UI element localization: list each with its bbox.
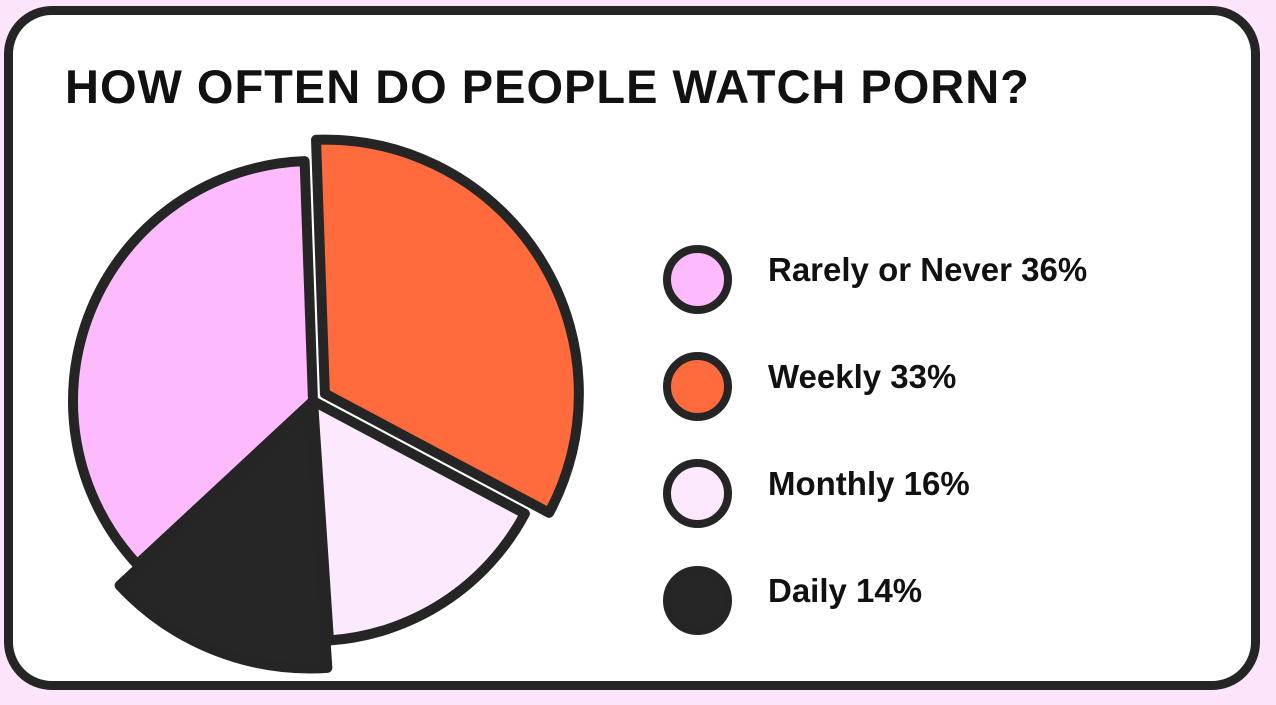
legend-label: Weekly 33% bbox=[768, 358, 957, 395]
legend-item-daily: Daily 14% bbox=[663, 566, 1087, 673]
pie-slices bbox=[68, 134, 584, 674]
legend-swatch bbox=[663, 566, 732, 635]
chart-card: HOW OFTEN DO PEOPLE WATCH PORN? Rarely o… bbox=[4, 6, 1260, 690]
slice-rarely-or-never bbox=[68, 156, 318, 570]
legend-label: Daily 14% bbox=[768, 572, 923, 609]
legend-item-rarely-or-never: Rarely or Never 36% bbox=[663, 245, 1087, 352]
pie-chart bbox=[68, 134, 584, 674]
legend-label: Monthly 16% bbox=[768, 465, 970, 502]
legend-swatch bbox=[663, 352, 732, 421]
legend-item-monthly: Monthly 16% bbox=[663, 459, 1087, 566]
slice-weekly bbox=[311, 134, 584, 518]
legend-swatch bbox=[663, 459, 732, 528]
legend-label: Rarely or Never 36% bbox=[768, 251, 1088, 288]
legend-item-weekly: Weekly 33% bbox=[663, 352, 1087, 459]
slice-daily bbox=[114, 403, 333, 674]
slice-monthly bbox=[308, 396, 530, 646]
legend: Rarely or Never 36% Weekly 33% Monthly 16%… bbox=[663, 245, 1087, 673]
chart-title: HOW OFTEN DO PEOPLE WATCH PORN? bbox=[65, 60, 1030, 113]
legend-swatch bbox=[663, 245, 732, 314]
